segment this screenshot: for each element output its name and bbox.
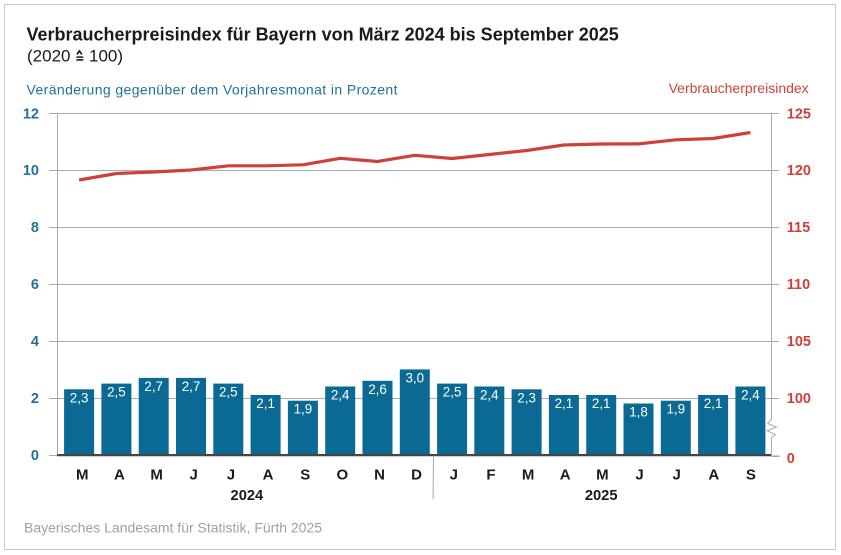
svg-text:(2020: (2020 xyxy=(27,47,70,66)
svg-text:110: 110 xyxy=(787,277,810,293)
svg-text:M: M xyxy=(522,467,535,484)
svg-text:100: 100 xyxy=(787,391,811,407)
svg-text:J: J xyxy=(635,467,643,484)
svg-text:2,3: 2,3 xyxy=(70,390,89,405)
svg-text:2,1: 2,1 xyxy=(256,396,275,411)
svg-text:Bayerisches Landesamt für Stat: Bayerisches Landesamt für Statistik, Für… xyxy=(24,520,322,536)
svg-text:2,6: 2,6 xyxy=(368,382,387,397)
svg-text:1,9: 1,9 xyxy=(666,402,685,417)
svg-text:10: 10 xyxy=(23,163,39,179)
svg-text:120: 120 xyxy=(787,163,811,179)
svg-text:A: A xyxy=(114,467,125,484)
svg-text:2,4: 2,4 xyxy=(741,388,760,403)
svg-text:2,1: 2,1 xyxy=(704,396,723,411)
svg-text:A: A xyxy=(560,467,571,484)
svg-text:100): 100) xyxy=(89,47,123,66)
svg-text:O: O xyxy=(336,467,348,484)
svg-text:2,5: 2,5 xyxy=(219,385,238,400)
svg-text:2,5: 2,5 xyxy=(107,385,126,400)
svg-text:1,9: 1,9 xyxy=(294,402,313,417)
svg-text:6: 6 xyxy=(31,277,39,293)
svg-text:115: 115 xyxy=(787,220,810,236)
svg-text:4: 4 xyxy=(31,334,39,350)
svg-text:3,0: 3,0 xyxy=(405,370,424,385)
svg-text:2,3: 2,3 xyxy=(517,390,536,405)
svg-text:A: A xyxy=(263,467,274,484)
svg-text:J: J xyxy=(673,467,681,484)
svg-text:J: J xyxy=(190,467,198,484)
svg-text:Verbraucherpreisindex für Baye: Verbraucherpreisindex für Bayern von Mär… xyxy=(27,25,619,45)
svg-text:8: 8 xyxy=(31,220,39,236)
svg-text:2,5: 2,5 xyxy=(443,385,462,400)
svg-text:1,8: 1,8 xyxy=(629,405,648,420)
svg-text:Verbraucherpreisindex: Verbraucherpreisindex xyxy=(669,80,809,96)
svg-text:0: 0 xyxy=(787,451,795,467)
svg-text:M: M xyxy=(76,467,89,484)
svg-text:S: S xyxy=(300,467,310,484)
svg-text:Veränderung gegenüber dem Vorj: Veränderung gegenüber dem Vorjahresmonat… xyxy=(27,82,398,98)
svg-text:M: M xyxy=(596,467,609,484)
svg-text:D: D xyxy=(411,467,422,484)
svg-text:2025: 2025 xyxy=(585,488,618,504)
svg-text:2,1: 2,1 xyxy=(555,396,574,411)
svg-text:2,7: 2,7 xyxy=(182,379,201,394)
svg-text:J: J xyxy=(227,467,235,484)
svg-text:2,4: 2,4 xyxy=(480,388,499,403)
svg-text:12: 12 xyxy=(23,106,39,122)
svg-text:N: N xyxy=(374,467,385,484)
svg-text:S: S xyxy=(746,467,756,484)
svg-text:F: F xyxy=(486,467,495,484)
svg-text:M: M xyxy=(150,467,163,484)
svg-text:0: 0 xyxy=(31,448,39,464)
svg-text:2024: 2024 xyxy=(231,488,265,504)
svg-text:125: 125 xyxy=(787,106,811,122)
svg-text:2: 2 xyxy=(31,391,39,407)
svg-text:2,7: 2,7 xyxy=(144,379,163,394)
svg-text:2,4: 2,4 xyxy=(331,388,350,403)
svg-text:105: 105 xyxy=(787,334,811,350)
svg-text:J: J xyxy=(450,467,458,484)
svg-text:2,1: 2,1 xyxy=(592,396,611,411)
svg-text:A: A xyxy=(708,467,719,484)
